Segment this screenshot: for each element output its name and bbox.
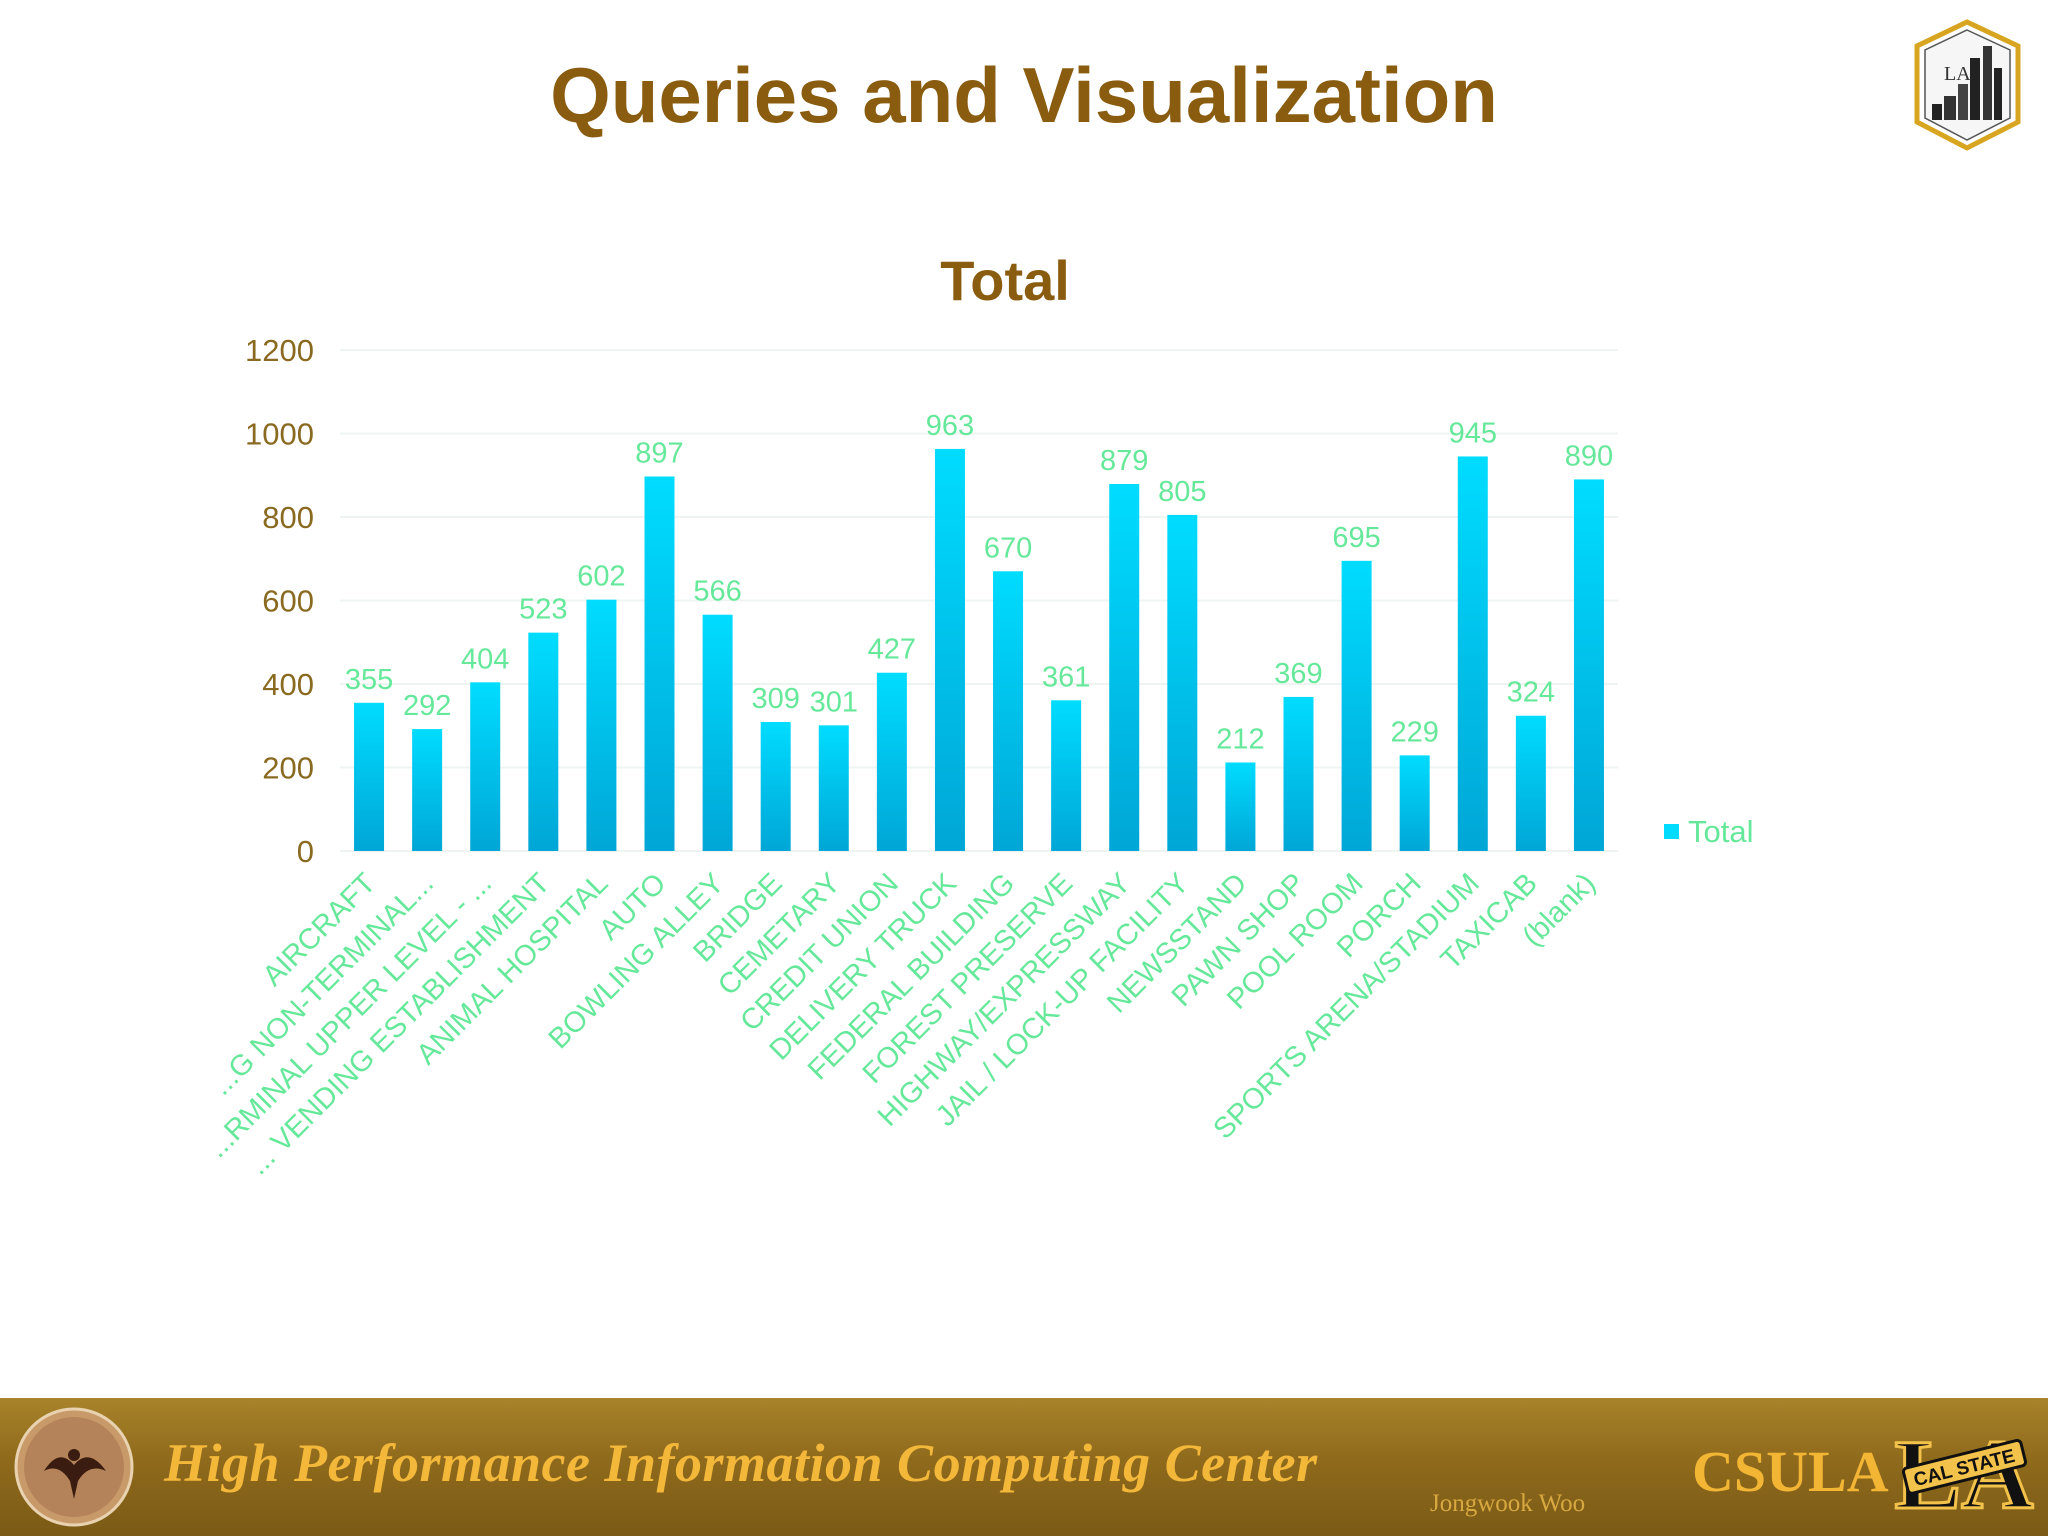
y-tick-label: 200 <box>262 751 314 786</box>
y-tick-label: 0 <box>297 834 314 869</box>
bar <box>934 448 965 851</box>
bar <box>1109 484 1140 851</box>
author-name: Jongwook Woo <box>1430 1490 1586 1517</box>
y-tick-label: 1200 <box>245 333 314 368</box>
bar <box>1225 762 1256 851</box>
top-logo-text: LA <box>1944 63 1971 85</box>
bar <box>470 682 501 851</box>
y-tick-label: 800 <box>262 500 314 535</box>
data-label: 566 <box>693 576 741 608</box>
bar <box>354 702 385 851</box>
data-label: 361 <box>1042 661 1090 693</box>
legend: Total <box>1664 814 1753 849</box>
la-skyline-logo: LA <box>1914 19 2021 151</box>
data-label: 427 <box>868 634 916 666</box>
org-name: CSULA <box>1692 1439 1889 1504</box>
data-label: 963 <box>926 410 974 442</box>
data-label: 404 <box>461 643 509 675</box>
data-label: 695 <box>1332 522 1380 554</box>
bar <box>1457 456 1488 851</box>
center-name: High Performance Information Computing C… <box>164 1433 1318 1493</box>
bar <box>1515 715 1546 851</box>
data-label: 301 <box>810 686 858 718</box>
data-label: 369 <box>1274 658 1322 690</box>
legend-swatch <box>1664 824 1679 839</box>
bar <box>1167 514 1198 851</box>
data-label: 890 <box>1565 440 1613 472</box>
legend-label: Total <box>1688 814 1753 849</box>
y-tick-label: 1000 <box>245 417 314 452</box>
bar <box>644 476 675 851</box>
y-tick-label: 400 <box>262 667 314 702</box>
bar <box>1051 700 1082 851</box>
data-label: 292 <box>403 690 451 722</box>
bar <box>993 571 1024 851</box>
bar <box>1573 479 1604 851</box>
data-label: 324 <box>1507 677 1555 709</box>
seal-emblem-icon <box>14 1407 134 1527</box>
bar <box>528 632 559 851</box>
slide-title: Queries and Visualization <box>550 51 1498 139</box>
y-axis-ticks: 0 200 400 600 800 1000 1200 <box>245 333 314 869</box>
data-labels: 355 292 404 523 602 897 566 309 301 427 963 670 361 8… <box>345 410 1613 756</box>
y-tick-label: 600 <box>262 584 314 619</box>
data-label: 229 <box>1390 716 1438 748</box>
data-label: 879 <box>1100 445 1148 477</box>
bar <box>586 599 617 851</box>
bar <box>702 614 733 851</box>
data-label: 897 <box>635 438 683 470</box>
bar <box>412 729 443 851</box>
bar <box>818 725 849 851</box>
data-label: 602 <box>577 561 625 593</box>
bar <box>1283 696 1314 851</box>
bar <box>1399 755 1430 851</box>
bar-chart: Total 0 200 400 600 800 1000 1200 355 292 404 523… <box>201 249 1753 1181</box>
category-labels: AIRCRAFT...G NON-TERMINAL......RMINAL UP… <box>201 867 1602 1181</box>
bar <box>876 672 907 851</box>
data-label: 212 <box>1216 723 1264 755</box>
bars <box>354 448 1604 851</box>
bar <box>1341 560 1372 851</box>
data-label: 670 <box>984 532 1032 564</box>
footer-bar: High Performance Information Computing C… <box>0 1398 2048 1536</box>
data-label: 309 <box>751 683 799 715</box>
data-label: 355 <box>345 664 393 696</box>
cal-state-la-logo: LA CAL STATE <box>1893 1418 2035 1525</box>
chart-area: Total 0 200 400 600 800 1000 1200 355 292 404 523… <box>201 249 1753 1181</box>
data-label: 945 <box>1449 417 1497 449</box>
data-label: 523 <box>519 594 567 626</box>
chart-title: Total <box>940 249 1070 312</box>
data-label: 805 <box>1158 476 1206 508</box>
bar <box>760 721 791 851</box>
